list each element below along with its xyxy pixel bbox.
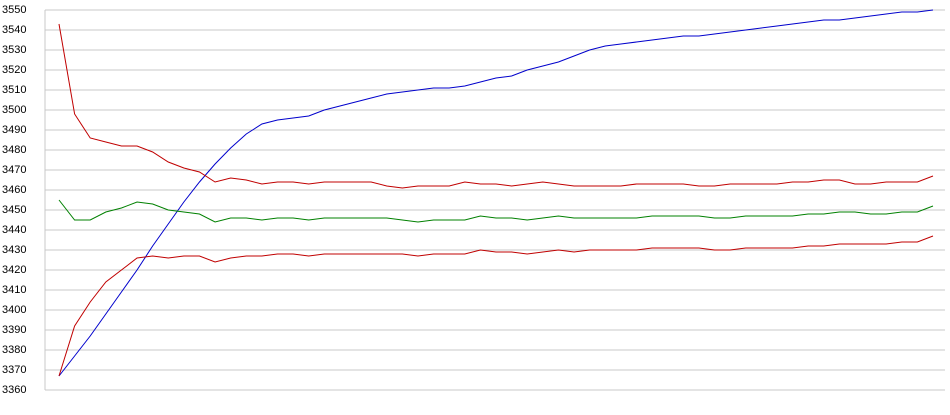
series-line	[58, 9, 934, 377]
y-tick-label: 3540	[2, 24, 26, 36]
y-tick-label: 3410	[2, 284, 26, 296]
y-tick-label: 3450	[2, 204, 26, 216]
y-tick-label: 3430	[2, 244, 26, 256]
y-tick-label: 3400	[2, 304, 26, 316]
y-tick-label: 3360	[2, 384, 26, 396]
y-tick-label: 3480	[2, 144, 26, 156]
y-tick-label: 3390	[2, 324, 26, 336]
y-tick-label: 3500	[2, 104, 26, 116]
y-tick-label: 3440	[2, 224, 26, 236]
y-tick-label: 3510	[2, 84, 26, 96]
series-line	[58, 23, 934, 189]
y-tick-label: 3550	[2, 4, 26, 16]
y-tick-label: 3470	[2, 164, 26, 176]
y-tick-label: 3490	[2, 124, 26, 136]
y-tick-label: 3420	[2, 264, 26, 276]
y-tick-label: 3520	[2, 64, 26, 76]
y-tick-label: 3370	[2, 364, 26, 376]
series-line	[58, 235, 934, 377]
y-tick-label: 3460	[2, 184, 26, 196]
series-line	[58, 199, 934, 223]
y-tick-label: 3380	[2, 344, 26, 356]
y-tick-label: 3530	[2, 44, 26, 56]
